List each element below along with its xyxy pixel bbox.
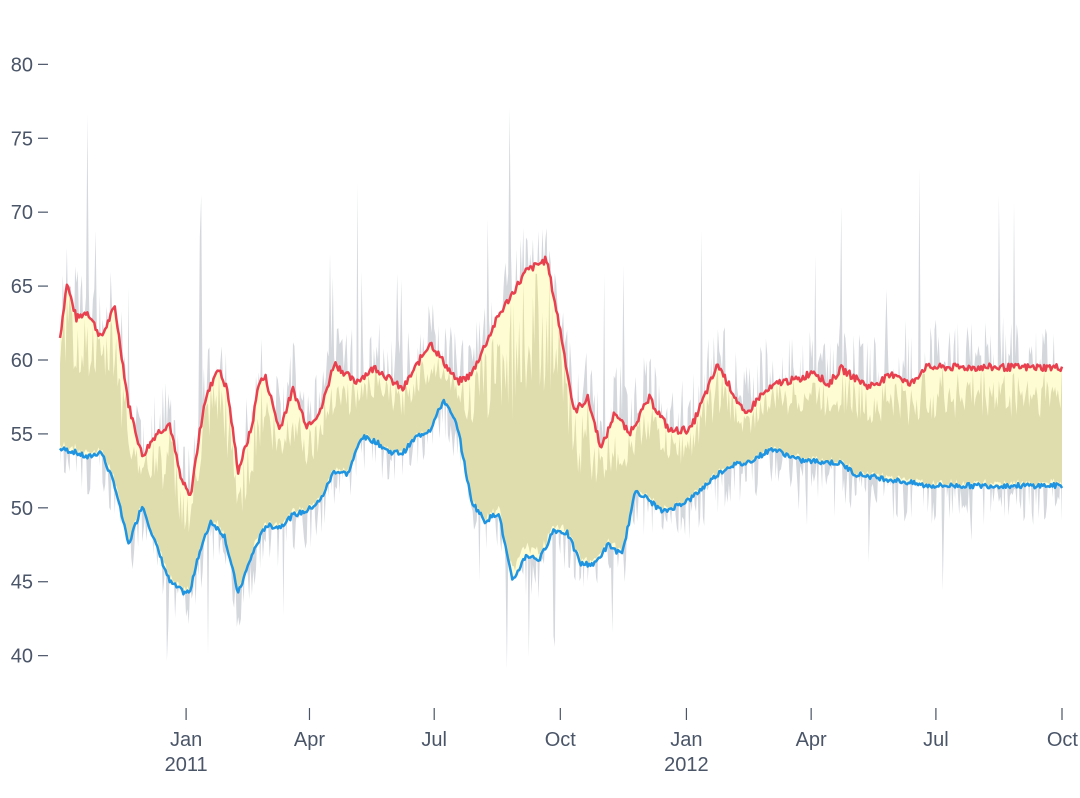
x-tick-label: Jan (670, 729, 702, 751)
series-lines (58, 255, 1064, 596)
x-axis: Jan 2011 Apr Jul Oct Jan 2012 Apr Jul Oct (165, 708, 1079, 776)
y-axis: 40 45 50 55 60 65 70 75 80 (11, 54, 48, 668)
y-tick-label: 60 (11, 350, 33, 372)
lower-series-line (58, 398, 1064, 596)
band-texture (60, 273, 1062, 593)
x-tick-year-label: 2011 (165, 754, 208, 776)
x-tick-label: Jan (170, 729, 202, 751)
x-tick-year-label: 2012 (664, 754, 709, 776)
smoothed-band-area (60, 256, 1062, 595)
y-tick-label: 75 (11, 128, 33, 150)
x-tick-label: Oct (1047, 729, 1079, 751)
y-tick-label: 80 (11, 54, 33, 76)
y-tick-label: 70 (11, 202, 33, 224)
upper-series-line (58, 255, 1064, 496)
y-tick-label: 50 (11, 498, 33, 520)
x-tick-label: Jul (421, 729, 447, 751)
y-tick-label: 55 (11, 424, 33, 446)
x-tick-label: Apr (294, 729, 325, 751)
x-tick-label: Jul (923, 729, 949, 751)
y-tick-label: 45 (11, 572, 33, 594)
x-tick-label: Apr (796, 729, 827, 751)
x-tick-label: Oct (545, 729, 577, 751)
y-tick-label: 40 (11, 646, 33, 668)
y-tick-label: 65 (11, 276, 33, 298)
